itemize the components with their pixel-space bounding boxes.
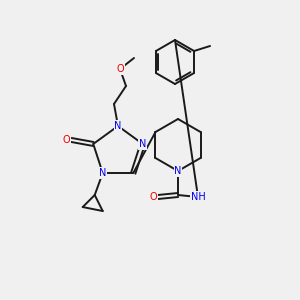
Text: N: N xyxy=(139,139,146,149)
Text: O: O xyxy=(116,64,124,74)
Text: O: O xyxy=(149,192,157,202)
Text: N: N xyxy=(174,166,182,176)
Text: O: O xyxy=(62,135,70,145)
Text: N: N xyxy=(114,121,122,131)
Text: N: N xyxy=(99,168,106,178)
Text: NH: NH xyxy=(190,192,206,202)
